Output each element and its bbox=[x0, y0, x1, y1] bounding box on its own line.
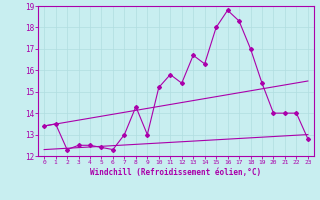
X-axis label: Windchill (Refroidissement éolien,°C): Windchill (Refroidissement éolien,°C) bbox=[91, 168, 261, 177]
